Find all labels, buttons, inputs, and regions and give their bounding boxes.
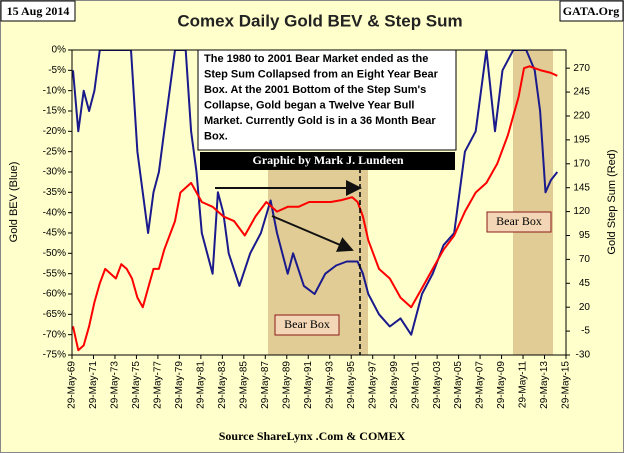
y2-tick-label: 170	[573, 158, 590, 169]
x-tick-label: 29-May-69	[67, 361, 78, 409]
y-tick-label: -5%	[48, 65, 66, 76]
date-box	[0, 0, 76, 22]
bear-box-label: Bear Box	[284, 317, 330, 331]
plot-layer	[72, 50, 559, 355]
y-tick-label: -70%	[43, 329, 66, 340]
x-tick-label: 29-May-91	[303, 361, 314, 409]
chart-title: Comex Daily Gold BEV & Step Sum	[177, 11, 462, 30]
y2-tick-label: 145	[573, 182, 590, 193]
credit: Graphic by Mark J. Lundeen	[252, 153, 403, 167]
x-tick-label: 29-May-11	[518, 361, 529, 408]
source: Source ShareLynx .Com & COMEX	[219, 429, 406, 443]
note-line: Box.	[204, 130, 228, 142]
note-line: Collapse, Gold began a Twelve Year Bull	[204, 99, 415, 111]
y2-tick-label: -5	[581, 326, 590, 337]
y-tick-label: -20%	[43, 126, 66, 137]
series-line	[72, 50, 559, 336]
y2-tick-label: 95	[579, 230, 591, 241]
y2-tick-label: 120	[573, 206, 590, 217]
x-tick-label: 29-May-83	[217, 361, 228, 409]
site-box	[559, 0, 624, 22]
y-tick-label: -40%	[43, 207, 66, 218]
bear-box-label-bg	[274, 314, 340, 336]
x-tick-label: 29-May-93	[324, 361, 335, 409]
x-tick-label: 29-May-81	[196, 361, 207, 409]
y2-tick-label: 20	[579, 302, 591, 313]
credit-bar	[200, 152, 455, 170]
x-tick-label: 29-May-77	[153, 361, 164, 409]
y-tick-label: -35%	[43, 187, 66, 198]
arrow	[271, 215, 354, 252]
y-tick-label: -55%	[43, 268, 66, 279]
site-label: GATA.Org	[563, 4, 620, 18]
date-label: 15 Aug 2014	[7, 4, 70, 18]
x-tick-label: 29-May-01	[410, 361, 421, 409]
note-line: Box. At the 2001 Bottom of the Step Sum'…	[204, 84, 426, 96]
y2-tick-label: 270	[573, 63, 590, 74]
y-tick-label: -65%	[43, 309, 66, 320]
x-tick-label: 29-May-13	[539, 361, 550, 409]
y2-tick-label: 45	[579, 278, 591, 289]
y-tick-label: -30%	[43, 167, 66, 178]
series-line	[72, 65, 558, 352]
x-tick-label: 29-May-79	[174, 361, 185, 409]
x-tick-label: 29-May-95	[346, 361, 357, 409]
x-tick-label: 29-May-99	[389, 361, 400, 409]
y-tick-label: -10%	[43, 85, 66, 96]
y-tick-label: -60%	[43, 289, 66, 300]
y2-tick-label: 195	[573, 135, 590, 146]
note-line: Market. Currently Gold is in a 36 Month …	[204, 115, 436, 127]
y2-axis-label: Gold Step Sum (Red)	[606, 149, 618, 254]
x-tick-label: 29-May-97	[367, 361, 378, 409]
y2-tick-label: 220	[573, 111, 590, 122]
y-axis-label: Gold BEV (Blue)	[8, 162, 20, 243]
y-tick-label: -50%	[43, 248, 66, 259]
x-tick-label: 29-May-71	[88, 361, 99, 409]
x-tick-label: 29-May-87	[260, 361, 271, 409]
y-tick-label: 0%	[52, 45, 67, 56]
note-line: The 1980 to 2001 Bear Market ended as th…	[204, 53, 428, 65]
x-tick-label: 29-May-05	[453, 361, 464, 409]
y-tick-label: -25%	[43, 146, 66, 157]
y2-tick-label: -30	[576, 350, 591, 361]
x-tick-label: 29-May-89	[281, 361, 292, 409]
note-line: Step Sum Collapsed from an Eight Year Be…	[204, 68, 439, 80]
bear-box-shade	[513, 50, 553, 355]
y2-tick-label: 70	[579, 254, 591, 265]
x-tick-label: 29-May-15	[561, 361, 572, 409]
bear-box-label-bg	[486, 211, 552, 233]
y2-tick-label: 245	[573, 87, 590, 98]
x-tick-label: 29-May-09	[496, 361, 507, 409]
x-tick-label: 29-May-75	[131, 361, 142, 409]
y-tick-label: -15%	[43, 106, 66, 117]
y-tick-label: -75%	[43, 350, 66, 361]
x-tick-label: 29-May-85	[238, 361, 249, 409]
x-tick-label: 29-May-03	[432, 361, 443, 409]
x-tick-label: 29-May-73	[110, 361, 121, 409]
bear-box-label: Bear Box	[496, 214, 542, 228]
note-box	[197, 49, 457, 151]
x-tick-label: 29-May-07	[475, 361, 486, 409]
y-tick-label: -45%	[43, 228, 66, 239]
